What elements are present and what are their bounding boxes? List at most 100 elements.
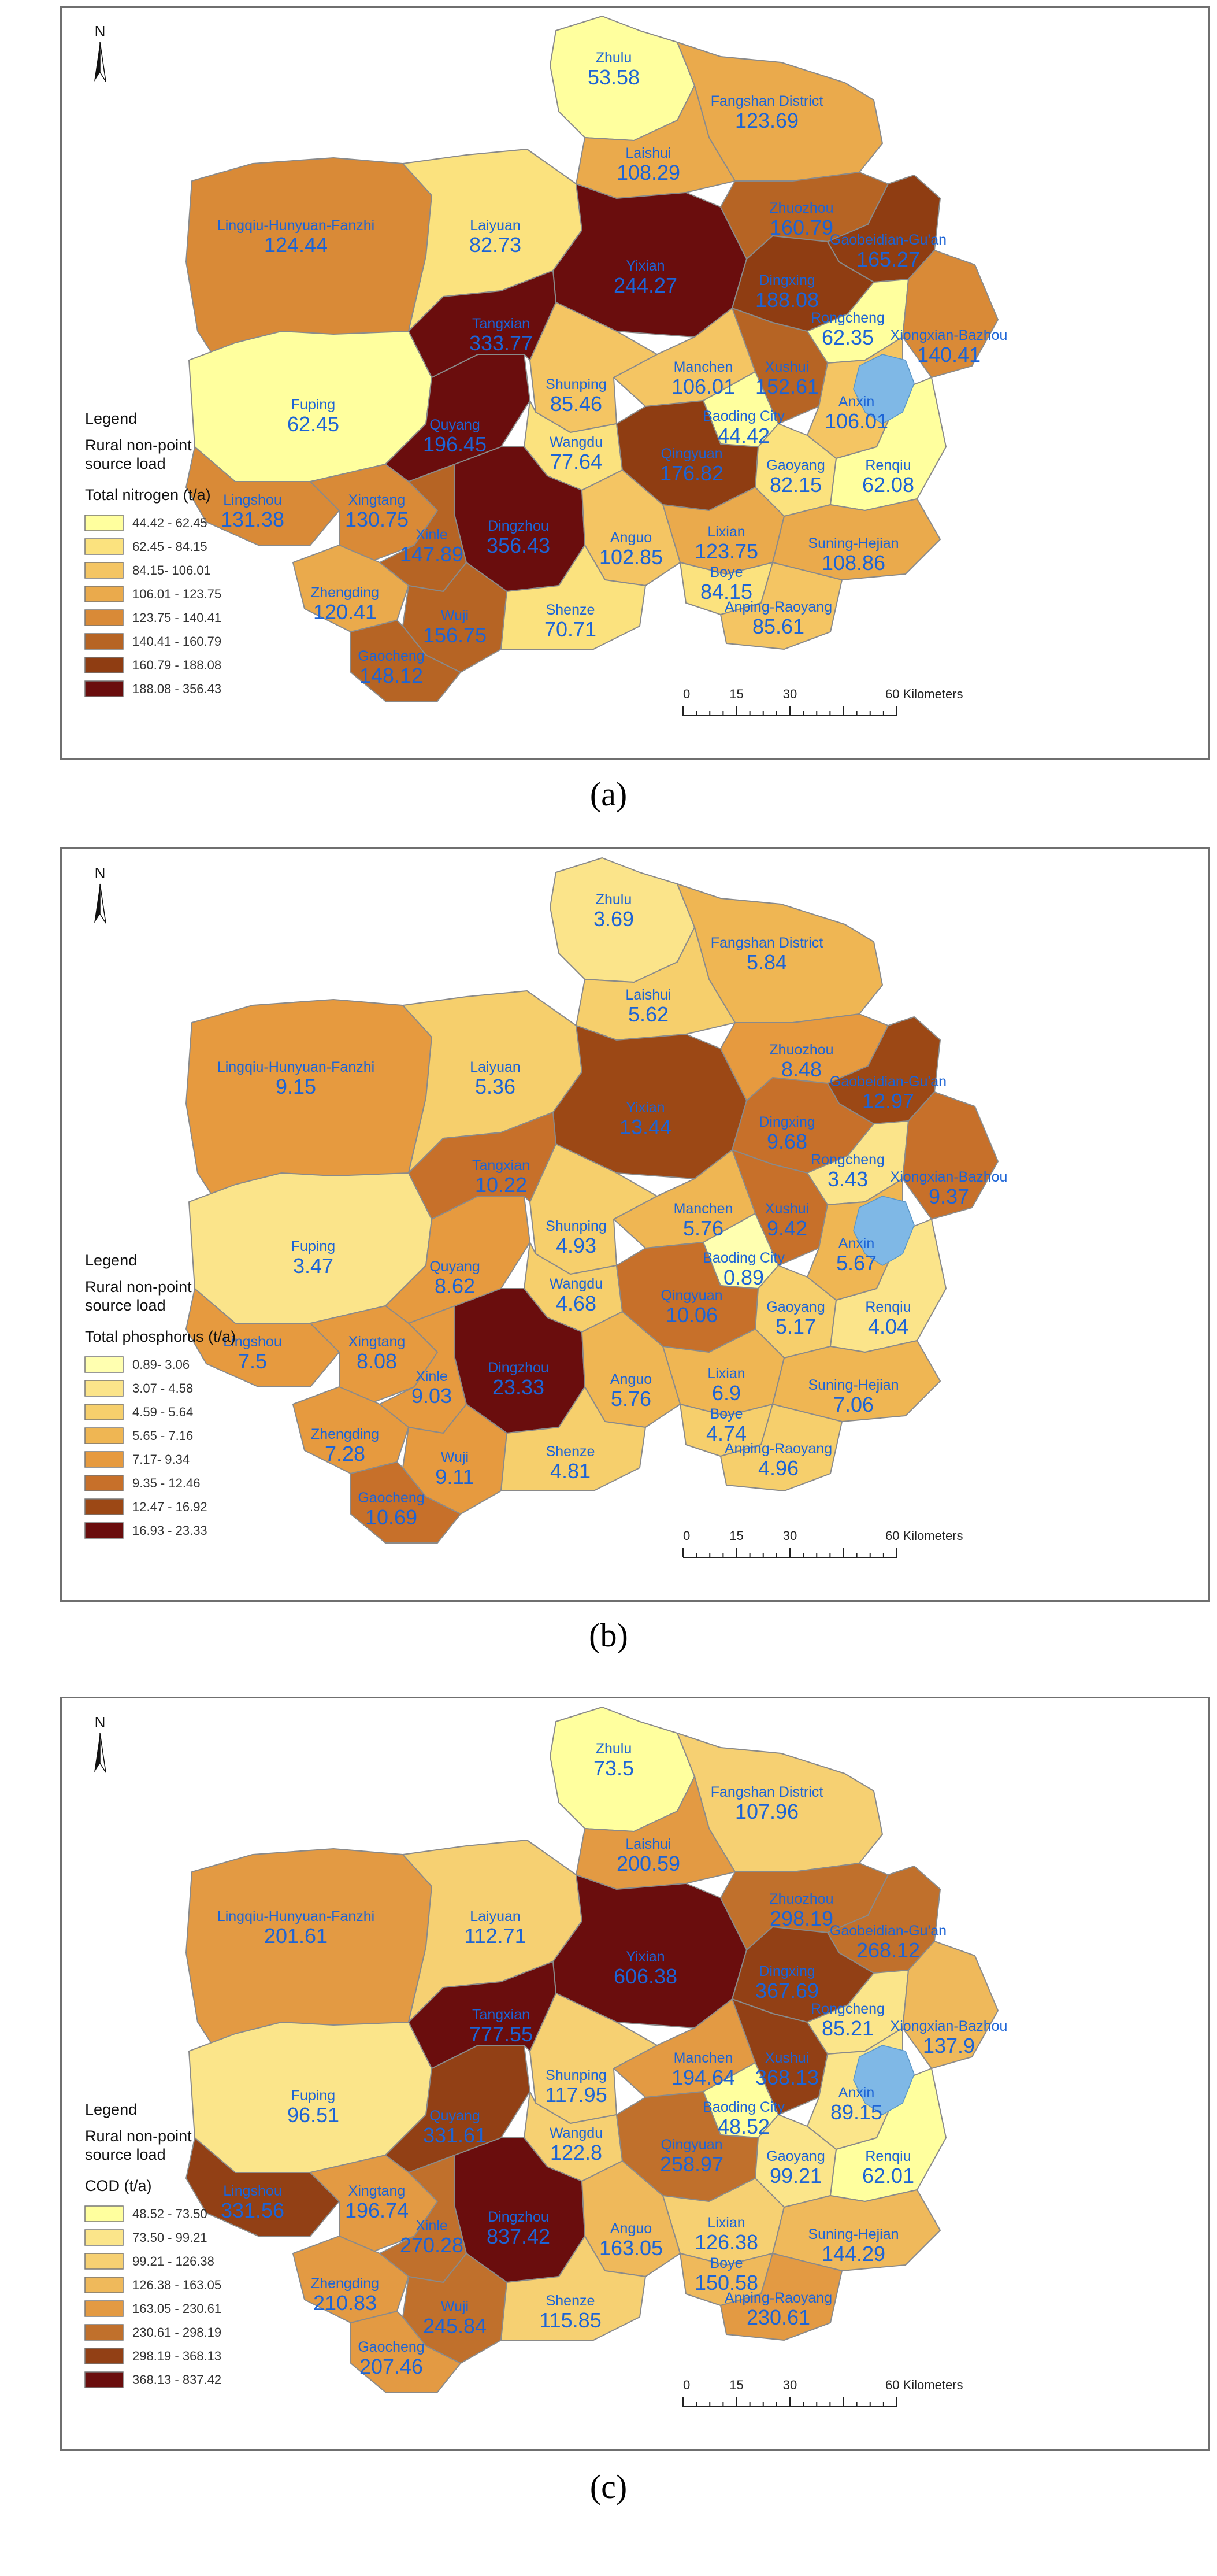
- scale-bar-b: 0 15 30 60 Kilometers: [682, 1528, 963, 1558]
- legend-swatch-4: [84, 1427, 124, 1444]
- county-value-lingshou-c: 331.56: [221, 2199, 284, 2222]
- county-name-tangxian-a: Tangxian: [472, 316, 530, 332]
- legend-swatch-6: [84, 633, 124, 650]
- county-name-zhuozhou-c: Zhuozhou: [769, 1891, 833, 1907]
- county-name-xinle-c: Xinle: [415, 2218, 448, 2234]
- legend-subtitle-2: source load: [85, 2146, 166, 2163]
- north-label: N: [95, 1713, 106, 1731]
- county-value-lixian-c: 126.38: [695, 2230, 758, 2254]
- north-arrow-a: N: [94, 23, 106, 82]
- county-value-xingtang-b: 8.08: [357, 1349, 397, 1373]
- county-name-tangxian-c: Tangxian: [472, 2007, 530, 2023]
- county-value-laishui-a: 108.29: [617, 161, 680, 184]
- county-zhengding-a: [292, 545, 409, 632]
- legend-range-7: 160.79 - 188.08: [132, 658, 221, 672]
- county-name-lingshou-b: Lingshou: [223, 1334, 281, 1350]
- county-name-shenze-c: Shenze: [546, 2293, 595, 2309]
- legend-swatch-3: [84, 2253, 124, 2270]
- county-name-anping-raoyang-c: Anping-Raoyang: [725, 2290, 832, 2306]
- county-value-zhuozhou-c: 298.19: [770, 1907, 833, 1930]
- county-name-dingxing-a: Dingxing: [759, 272, 815, 288]
- county-name-dingzhou-b: Dingzhou: [488, 1360, 549, 1376]
- county-value-quyang-b: 8.62: [435, 1274, 475, 1298]
- county-value-dingxing-b: 9.68: [767, 1130, 807, 1153]
- county-value-laishui-c: 200.59: [617, 1852, 680, 1875]
- legend-swatch-2: [84, 538, 124, 555]
- county-name-manchen-c: Manchen: [674, 2050, 733, 2066]
- county-value-xinle-a: 147.89: [400, 542, 463, 566]
- county-value-zhuozhou-a: 160.79: [770, 216, 833, 239]
- county-name-boye-a: Boye: [710, 564, 743, 580]
- county-value-wuji-a: 156.75: [423, 623, 487, 647]
- county-anping-raoyang-b: [720, 1404, 843, 1491]
- legend-range-7: 298.19 - 368.13: [132, 2349, 221, 2363]
- county-xiongxian-bazhou-b: [902, 1091, 999, 1220]
- legend-range-6: 230.61 - 298.19: [132, 2325, 221, 2340]
- county-value-manchen-c: 194.64: [671, 2066, 735, 2089]
- county-value-xiongxian-bazhou-b: 9.37: [929, 1185, 969, 1208]
- county-value-laiyuan-b: 5.36: [475, 1075, 515, 1098]
- legend-range-3: 84.15- 106.01: [132, 563, 211, 578]
- county-name-xinle-a: Xinle: [415, 527, 448, 543]
- county-value-lingqiu-hunyuan-fanzhi-c: 201.61: [264, 1924, 328, 1948]
- county-value-wuji-b: 9.11: [435, 1465, 474, 1489]
- county-name-fuping-c: Fuping: [291, 2088, 335, 2104]
- county-name-rongcheng-c: Rongcheng: [811, 2001, 885, 2017]
- county-value-wuji-c: 245.84: [423, 2314, 487, 2338]
- scale-label-4: 60 Kilometers: [885, 2378, 963, 2392]
- county-name-xingtang-a: Xingtang: [348, 492, 406, 508]
- north-arrow-icon-half: [99, 42, 106, 82]
- county-name-zhulu-c: Zhulu: [596, 1741, 632, 1757]
- county-name-wuji-b: Wuji: [441, 1449, 469, 1465]
- scale-label-3: 30: [783, 2378, 797, 2392]
- county-name-quyang-b: Quyang: [429, 1259, 480, 1275]
- county-name-zhuozhou-a: Zhuozhou: [769, 200, 833, 216]
- county-value-renqiu-c: 62.01: [862, 2164, 914, 2188]
- county-name-laishui-c: Laishui: [625, 1836, 671, 1852]
- legend-range-3: 4.59 - 5.64: [132, 1405, 193, 1419]
- county-name-dingxing-b: Dingxing: [759, 1114, 815, 1130]
- county-value-fangshan-district-b: 5.84: [747, 950, 787, 974]
- county-value-suning-hejian-a: 108.86: [822, 551, 885, 575]
- county-value-zhengding-a: 120.41: [313, 600, 377, 624]
- county-name-manchen-a: Manchen: [674, 359, 733, 375]
- county-lingshou-b: [185, 1288, 340, 1387]
- county-name-xushui-b: Xushui: [765, 1201, 809, 1217]
- county-name-anguo-b: Anguo: [610, 1371, 652, 1387]
- county-value-dingxing-a: 188.08: [755, 288, 819, 312]
- legend-subtitle-2: source load: [85, 455, 166, 472]
- county-value-zhengding-b: 7.28: [325, 1442, 365, 1465]
- county-name-dingzhou-c: Dingzhou: [488, 2209, 549, 2225]
- county-name-laiyuan-b: Laiyuan: [470, 1059, 521, 1075]
- county-name-anping-raoyang-b: Anping-Raoyang: [725, 1441, 832, 1457]
- legend-range-2: 62.45 - 84.15: [132, 539, 207, 554]
- county-name-xinle-b: Xinle: [415, 1368, 448, 1385]
- county-name-anxin-b: Anxin: [838, 1235, 875, 1252]
- county-value-xushui-c: 368.13: [755, 2066, 819, 2089]
- county-name-lingshou-c: Lingshou: [223, 2183, 281, 2199]
- county-value-gaobeidian-gu-an-a: 165.27: [856, 247, 920, 271]
- county-value-xiongxian-bazhou-c: 137.9: [923, 2034, 975, 2057]
- county-value-anping-raoyang-b: 4.96: [758, 1456, 799, 1480]
- map-panel-c: Zhulu 73.5 Fangshan District 107.96 Laishui 2…: [60, 1697, 1210, 2451]
- legend-range-2: 73.50 - 99.21: [132, 2230, 207, 2245]
- county-xiongxian-bazhou-c: [902, 1941, 999, 2069]
- legend-range-5: 163.05 - 230.61: [132, 2301, 221, 2316]
- county-value-gaocheng-a: 148.12: [359, 664, 423, 687]
- county-name-anping-raoyang-a: Anping-Raoyang: [725, 599, 832, 615]
- county-name-lixian-c: Lixian: [707, 2215, 745, 2231]
- county-value-fuping-a: 62.45: [287, 412, 339, 436]
- county-value-gaoyang-b: 5.17: [776, 1315, 816, 1338]
- legend-swatch-2: [84, 1380, 124, 1397]
- legend-title: Legend: [85, 1252, 137, 1269]
- county-value-xingtang-c: 196.74: [345, 2199, 409, 2222]
- legend-swatch-1: [84, 2205, 124, 2222]
- scale-label-1: 0: [683, 687, 690, 701]
- scale-label-2: 15: [729, 1528, 743, 1543]
- scale-label-4: 60 Kilometers: [885, 687, 963, 701]
- county-value-dingzhou-b: 23.33: [492, 1375, 544, 1399]
- county-name-shenze-b: Shenze: [546, 1444, 595, 1460]
- legend-variable: COD (t/a): [85, 2177, 152, 2194]
